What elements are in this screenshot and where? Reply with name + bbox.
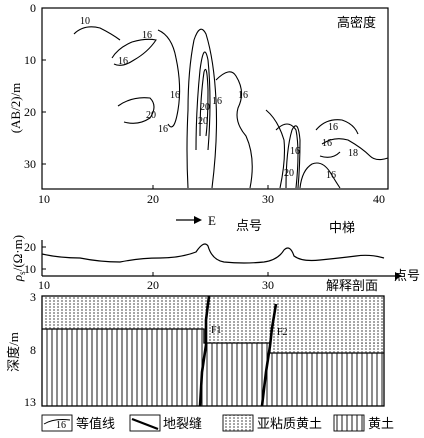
middle-y-tick-label: 20 xyxy=(24,240,36,254)
contour-label: 16 xyxy=(170,90,180,101)
contour-line xyxy=(275,123,299,189)
section-title: 解释剖面 xyxy=(326,278,378,293)
top-panel: 0 10 20 30 10 20 30 40 (AB/2)/m 高密度 xyxy=(8,1,389,206)
contour-labels: 10 16 16 16 16 20 16 20 20 16 16 16 16 1… xyxy=(80,16,358,181)
rho-symbol: ρ xyxy=(10,275,25,282)
legend-fissure-line xyxy=(131,417,159,431)
direction-arrow xyxy=(176,216,202,224)
bottom-y-axis-label: 深度/m xyxy=(6,332,21,372)
legend-subclay-loess: 亚粘质黄土 xyxy=(222,414,322,432)
legend-fissure-label: 地裂缝 xyxy=(163,416,202,431)
bottom-panel: F1 F2 3 8 13 深度/m xyxy=(6,290,385,409)
contour-line xyxy=(321,138,389,161)
fissure-f1 xyxy=(198,295,211,407)
contour-line xyxy=(111,38,157,66)
legend-contour-line xyxy=(43,419,71,425)
fault-label-f2: F2 xyxy=(277,327,288,338)
contour-label: 16 xyxy=(328,122,338,133)
middle-x-tick-label: 20 xyxy=(147,278,159,292)
contour-label: 20 xyxy=(284,168,294,179)
contour-label: 18 xyxy=(348,148,358,159)
legend-loess: 黄土 xyxy=(333,414,394,432)
fault-label-f1: F1 xyxy=(211,325,222,336)
legend-contour-label: 等值线 xyxy=(76,416,115,431)
contour-line xyxy=(315,119,359,135)
middle-panel: E 点号 中梯 ρs/(Ω·m) 20 10 10 20 30 点号 解释剖面 xyxy=(10,213,420,293)
bottom-panel-frame xyxy=(41,295,385,407)
contour-line xyxy=(186,28,218,189)
contour-lines xyxy=(73,26,389,189)
contour-label: 16 xyxy=(322,138,332,149)
top-y-tick-label: 20 xyxy=(24,105,36,119)
contour-line xyxy=(215,71,253,189)
bottom-y-tick-label: 3 xyxy=(30,290,36,304)
fissure-f2 xyxy=(260,303,278,407)
contour-label: 20 xyxy=(146,110,156,121)
top-y-tick-label: 10 xyxy=(24,53,36,67)
legend-contour: 16 等值线 xyxy=(41,414,115,432)
contour-line xyxy=(117,97,155,124)
contour-label: 20 xyxy=(198,116,208,127)
top-panel-frame xyxy=(41,7,389,190)
top-x-tick-label: 30 xyxy=(262,192,274,206)
middle-x-axis-label: 点号 xyxy=(394,268,420,283)
legend: 16 等值线 地裂缝 亚粘质黄土 黄土 xyxy=(41,414,394,432)
contour-label: 16 xyxy=(326,170,336,181)
point-label: 点号 xyxy=(236,218,262,233)
top-x-tick-label: 10 xyxy=(38,192,50,206)
top-y-tick-label: 0 xyxy=(30,1,36,15)
legend-fissure: 地裂缝 xyxy=(129,414,202,432)
subclay-loess-layer xyxy=(270,343,384,353)
contour-label: 16 xyxy=(158,124,168,135)
top-y-ticks: 0 10 20 30 xyxy=(24,1,46,171)
legend-loess-swatch xyxy=(333,414,365,432)
contour-line xyxy=(199,68,209,137)
rho-subscript: s xyxy=(17,271,27,275)
legend-loess-label: 黄土 xyxy=(368,416,394,431)
legend-subclay-loess-label: 亚粘质黄土 xyxy=(257,416,322,431)
contour-label: 16 xyxy=(212,96,222,107)
middle-x-tick-label: 10 xyxy=(38,278,50,292)
top-y-tick-label: 30 xyxy=(24,157,36,171)
legend-fissure-swatch xyxy=(129,414,161,432)
apparent-resistivity-curve xyxy=(41,243,385,264)
legend-contour-sample: 16 xyxy=(56,420,66,431)
x-axis-arrow-icon xyxy=(395,272,402,280)
top-panel-title: 高密度 xyxy=(337,15,376,30)
legend-contour-swatch xyxy=(41,414,73,432)
middle-x-tick-label: 30 xyxy=(262,278,274,292)
legend-subclay-loess-swatch xyxy=(222,414,254,432)
bottom-y-tick-label: 13 xyxy=(24,395,36,409)
contour-line xyxy=(265,109,286,189)
arrow-head-icon xyxy=(194,216,202,224)
contour-label: 20 xyxy=(200,102,210,113)
rho-unit: /(Ω·m) xyxy=(10,235,25,271)
bottom-y-tick-label: 8 xyxy=(30,343,36,357)
loess-layer xyxy=(42,329,384,406)
layer-boundary xyxy=(42,328,384,354)
contour-label: 16 xyxy=(290,146,300,157)
contour-line xyxy=(195,51,211,151)
contour-label: 16 xyxy=(142,30,152,41)
top-x-ticks: 10 20 30 40 xyxy=(38,185,385,206)
contour-label: 10 xyxy=(80,16,90,27)
middle-y-tick-label: 10 xyxy=(24,262,36,276)
contour-label: 16 xyxy=(238,90,248,101)
contour-line xyxy=(319,151,341,158)
top-x-tick-label: 40 xyxy=(373,192,385,206)
contour-label: 16 xyxy=(118,56,128,67)
contour-line xyxy=(73,26,121,41)
contour-line xyxy=(299,162,341,189)
contour-line xyxy=(157,29,181,128)
subclay-loess-layer xyxy=(42,296,384,344)
direction-label: E xyxy=(208,213,216,228)
top-x-tick-label: 20 xyxy=(147,192,159,206)
contour-line xyxy=(285,125,301,189)
method-label: 中梯 xyxy=(329,220,355,235)
top-y-axis-label: (AB/2)/m xyxy=(8,83,23,134)
middle-y-axis-label: ρs/(Ω·m) xyxy=(10,235,27,282)
